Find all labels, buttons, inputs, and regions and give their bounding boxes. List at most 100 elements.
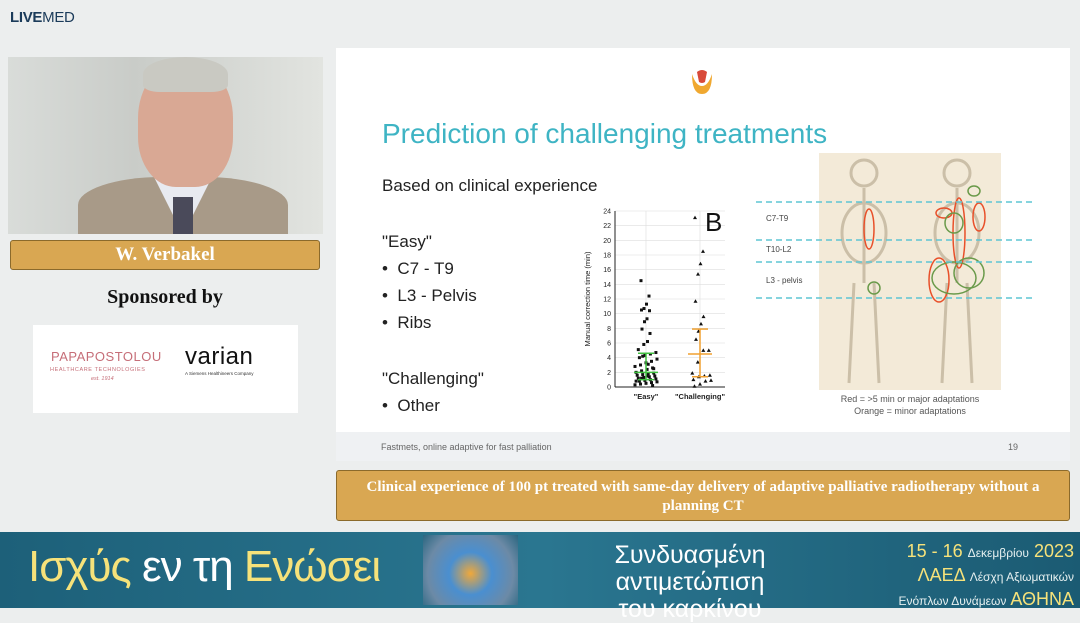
level-label: T10-L2 (766, 245, 792, 254)
data-point (634, 379, 638, 383)
tulip-logo-icon (692, 70, 712, 94)
data-point (639, 382, 642, 386)
papapostolou-sub: HEALTHCARE TECHNOLOGIES (50, 367, 146, 373)
data-point (647, 375, 651, 379)
y-tick-label: 12 (603, 297, 611, 304)
easy-item: • C7 - T9 (382, 259, 454, 278)
presentation-slide: Prediction of challenging treatments Bas… (336, 48, 1070, 461)
level-label: C7-T9 (766, 214, 789, 223)
slide-title: Prediction of challenging treatments (382, 118, 828, 149)
data-point (645, 367, 649, 371)
y-tick-label: 24 (603, 209, 611, 216)
data-point (633, 383, 637, 387)
data-point (691, 377, 696, 382)
data-point (703, 379, 708, 383)
data-point (652, 367, 656, 371)
papapostolou-est: est. 1914 (91, 376, 114, 382)
data-point (698, 382, 702, 386)
data-point (696, 272, 700, 276)
data-point (646, 340, 649, 344)
y-tick-label: 6 (607, 341, 611, 348)
y-tick-label: 18 (603, 253, 611, 260)
sponsored-label: Sponsored by (107, 286, 223, 308)
data-point (648, 309, 651, 313)
y-tick-label: 16 (603, 267, 611, 274)
banner-motto: Ισχύς εν τη Ενώσει (28, 542, 381, 591)
papapostolou-logo: PAPAPOSTOLOU (51, 349, 162, 364)
data-point (642, 375, 646, 379)
x-tick-label: "Easy" (634, 392, 659, 401)
speaker-video (8, 57, 323, 234)
easy-item: • Ribs (382, 313, 432, 332)
data-point (699, 321, 703, 326)
challenging-heading: "Challenging" (382, 369, 484, 388)
data-point (645, 317, 649, 321)
data-point (639, 279, 643, 283)
data-point (701, 249, 705, 253)
data-point (651, 384, 655, 388)
varian-sub: A Siemens Healthineers Company (185, 371, 254, 376)
y-tick-label: 4 (607, 355, 611, 362)
data-point (654, 351, 658, 355)
data-point (654, 377, 658, 381)
data-point (653, 374, 657, 378)
data-point (644, 381, 648, 385)
page-number: 19 (1007, 442, 1018, 452)
data-point (646, 362, 650, 366)
banner-emblem (423, 535, 518, 605)
caption-bar: Clinical experience of 100 pt treated wi… (336, 470, 1070, 521)
skeleton-figure (819, 153, 1001, 390)
data-point (635, 373, 639, 377)
data-point (695, 360, 700, 364)
data-point (639, 363, 642, 367)
data-point (701, 348, 706, 352)
spine-level-lines (756, 201, 1036, 299)
y-tick-label: 14 (603, 282, 611, 289)
data-point (706, 348, 711, 352)
challenging-item: • Other (382, 396, 440, 415)
data-point (701, 314, 706, 319)
slide-subtitle: Based on clinical experience (382, 176, 598, 195)
data-point (633, 364, 637, 368)
sponsor-logos: PAPAPOSTOLOU HEALTHCARE TECHNOLOGIES est… (33, 325, 298, 413)
y-tick-label: 8 (607, 326, 611, 333)
data-point (642, 342, 646, 346)
data-point (636, 376, 640, 380)
skeleton-legend: Red = >5 min or major adaptations Orange … (840, 394, 980, 416)
data-point (640, 369, 644, 373)
data-point (694, 337, 698, 341)
data-point (642, 307, 646, 311)
data-point (650, 359, 653, 363)
data-point (643, 320, 646, 324)
data-point (645, 302, 648, 306)
x-tick-label: "Challenging" (675, 392, 725, 401)
data-point (648, 331, 652, 335)
y-tick-label: 20 (603, 238, 611, 245)
data-point (636, 348, 640, 352)
varian-logo: varian (185, 343, 254, 370)
data-point (647, 294, 651, 298)
data-point (641, 354, 645, 358)
data-point (645, 374, 649, 378)
y-axis-label: Manual correction time (min) (583, 251, 592, 347)
data-point (646, 372, 650, 376)
livemed-logo: LIVEMED (10, 9, 75, 26)
data-point (698, 261, 703, 266)
data-point (655, 357, 659, 361)
data-point (637, 356, 641, 360)
banner-title: Συνδυασμένη αντιμετώπιση του καρκίνου (614, 541, 766, 623)
data-point (641, 373, 645, 377)
y-tick-label: 0 (607, 385, 611, 392)
y-tick-label: 10 (603, 311, 611, 318)
event-banner: Ισχύς εν τη Ενώσει Συνδυασμένη αντιμετώπ… (0, 532, 1080, 623)
data-point (709, 378, 713, 382)
data-point (640, 308, 643, 312)
data-point (640, 327, 644, 331)
level-label: L3 - pelvis (766, 276, 803, 285)
speaker-name: W. Verbakel (10, 240, 320, 270)
banner-event-info: 15 - 16 Δεκεμβρίου 2023 ΛΑΕΔ Λέσχη Αξιωμ… (898, 541, 1074, 609)
y-tick-label: 22 (603, 223, 611, 230)
data-point (707, 373, 712, 377)
data-point (692, 384, 697, 388)
panel-label: B (705, 207, 722, 237)
